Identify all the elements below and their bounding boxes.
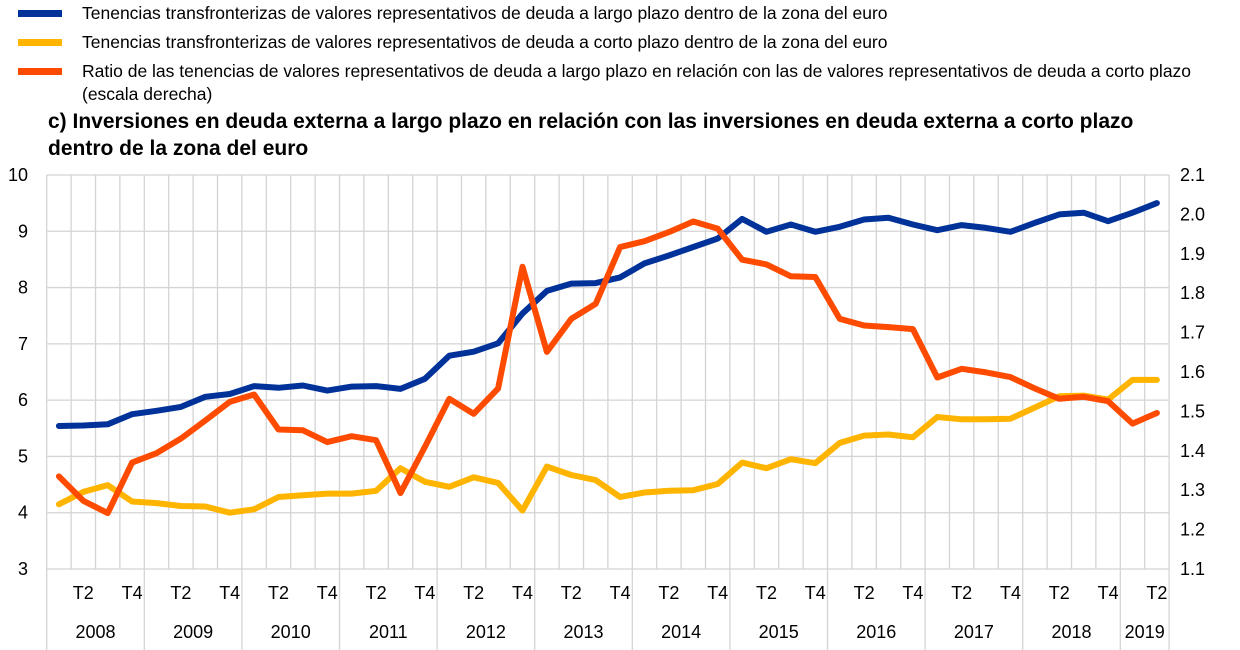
quarter-tick-label: T2 (170, 583, 191, 603)
series-line-1 (55, 376, 1160, 516)
quarter-tick-label: T2 (854, 583, 875, 603)
left-tick-label: 10 (8, 165, 28, 185)
year-label: 2017 (954, 622, 994, 642)
right-tick-label: 1.4 (1180, 441, 1205, 461)
quarter-tick-label: T4 (805, 583, 826, 603)
legend-item-ratio: Ratio de las tenencias de valores repres… (16, 60, 1202, 106)
year-label: 2015 (759, 622, 799, 642)
legend-item-short-term: Tenencias transfronterizas de valores re… (16, 31, 1216, 54)
quarter-tick-label: T2 (951, 583, 972, 603)
legend-label: Tenencias transfronterizas de valores re… (82, 32, 888, 52)
left-tick-label: 9 (18, 221, 28, 241)
quarter-tick-label: T2 (561, 583, 582, 603)
legend-label: Tenencias transfronterizas de valores re… (82, 3, 888, 23)
legend-item-long-term: Tenencias transfronterizas de valores re… (16, 2, 1216, 25)
right-tick-label: 1.8 (1180, 283, 1205, 303)
year-label: 2018 (1051, 622, 1091, 642)
year-label: 2019 (1125, 622, 1165, 642)
right-tick-label: 1.7 (1180, 323, 1205, 343)
right-tick-label: 1.5 (1180, 401, 1205, 421)
year-label: 2011 (369, 622, 408, 642)
quarter-tick-label: T2 (366, 583, 387, 603)
year-label: 2008 (75, 622, 115, 642)
right-tick-label: 2.0 (1180, 204, 1205, 224)
legend-label: Ratio de las tenencias de valores repres… (82, 61, 1192, 104)
legend-swatch (18, 68, 62, 75)
quarter-tick-label: T4 (317, 583, 338, 603)
right-tick-label: 1.3 (1180, 480, 1205, 500)
year-label: 2012 (466, 622, 506, 642)
quarter-tick-label: T2 (658, 583, 679, 603)
quarter-tick-label: T4 (707, 583, 728, 603)
quarter-tick-label: T2 (73, 583, 94, 603)
quarter-tick-label: T4 (512, 583, 533, 603)
quarter-tick-label: T4 (122, 583, 143, 603)
right-tick-label: 1.9 (1180, 244, 1205, 264)
quarter-tick-label: T4 (1000, 583, 1021, 603)
series-line-2 (55, 218, 1160, 517)
quarter-tick-label: T4 (610, 583, 631, 603)
quarter-tick-label: T2 (756, 583, 777, 603)
left-tick-label: 4 (18, 503, 28, 523)
year-label: 2010 (271, 622, 311, 642)
year-label: 2014 (661, 622, 701, 642)
quarter-tick-label: T2 (268, 583, 289, 603)
quarter-tick-label: T2 (1146, 583, 1167, 603)
quarter-tick-label: T4 (1098, 583, 1119, 603)
legend-swatch (18, 39, 62, 46)
legend-swatch (18, 10, 62, 17)
year-label: 2013 (563, 622, 603, 642)
chart-title: c) Inversiones en deuda externa a largo … (48, 110, 1134, 160)
right-tick-label: 2.1 (1180, 165, 1205, 185)
left-tick-label: 6 (18, 390, 28, 410)
left-tick-label: 5 (18, 446, 28, 466)
right-tick-label: 1.6 (1180, 362, 1205, 382)
quarter-tick-label: T4 (902, 583, 923, 603)
right-tick-label: 1.1 (1180, 559, 1205, 579)
legend: Tenencias transfronterizas de valores re… (16, 2, 1216, 112)
quarter-tick-label: T2 (463, 583, 484, 603)
left-tick-label: 3 (18, 559, 28, 579)
left-tick-label: 8 (18, 278, 28, 298)
year-label: 2016 (856, 622, 896, 642)
quarter-tick-label: T2 (1049, 583, 1070, 603)
left-tick-label: 7 (18, 334, 28, 354)
quarter-tick-label: T4 (414, 583, 435, 603)
right-tick-label: 1.2 (1180, 520, 1205, 540)
year-label: 2009 (173, 622, 213, 642)
quarter-tick-label: T4 (219, 583, 240, 603)
